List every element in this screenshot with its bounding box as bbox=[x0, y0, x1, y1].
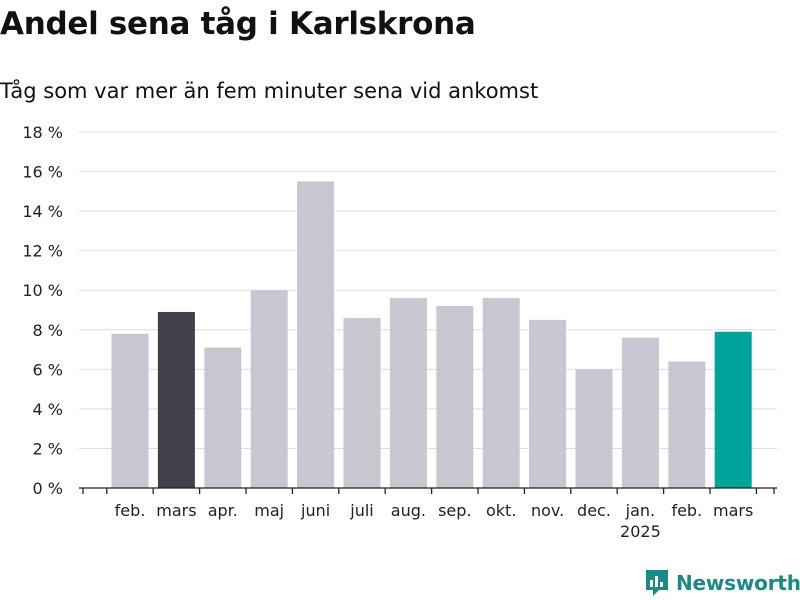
x-tick-label: okt. bbox=[486, 501, 516, 520]
bar bbox=[529, 319, 567, 488]
y-tick-label: 14 % bbox=[22, 202, 63, 221]
y-axis-ticks: 0 % 2 % 4 % 6 % 8 % 10 % 12 % 14 % 16 % 18 % bbox=[22, 123, 63, 498]
x-axis: feb. mars apr. maj juni juli aug. sep. okt. nov. d… bbox=[79, 487, 777, 541]
bar bbox=[389, 298, 427, 488]
bar bbox=[482, 298, 520, 488]
y-tick-label: 6 % bbox=[33, 360, 63, 379]
x-tick-label: mars bbox=[713, 501, 753, 520]
y-tick-label: 4 % bbox=[33, 400, 63, 419]
bar bbox=[575, 369, 613, 488]
x-tick-label: juli bbox=[349, 501, 373, 520]
y-tick-label: 2 % bbox=[33, 439, 63, 458]
x-tick-sublabel: 2025 bbox=[620, 522, 661, 541]
x-tick-label: feb. bbox=[115, 501, 146, 520]
x-tick-label: jan. bbox=[625, 501, 655, 520]
bar bbox=[436, 306, 474, 488]
x-tick-label: mars bbox=[156, 501, 196, 520]
x-tick-label: dec. bbox=[577, 501, 611, 520]
bars bbox=[111, 181, 752, 488]
bar bbox=[250, 290, 288, 488]
x-tick-label: maj bbox=[254, 501, 284, 520]
bar bbox=[204, 347, 242, 488]
newsworthy-bar-chart-icon bbox=[646, 570, 668, 596]
x-tick-label: nov. bbox=[531, 501, 564, 520]
newsworthy-logo: Newsworthy bbox=[644, 569, 800, 597]
x-tick-label: aug. bbox=[391, 501, 426, 520]
bar bbox=[157, 311, 195, 488]
y-tick-label: 0 % bbox=[33, 479, 63, 498]
x-tick-label: feb. bbox=[671, 501, 702, 520]
chart-subtitle: Tåg som var mer än fem minuter sena vid … bbox=[0, 79, 539, 103]
x-tick-label: juni bbox=[300, 501, 330, 520]
chart-title: Andel sena tåg i Karlskrona bbox=[0, 6, 476, 42]
y-tick-label: 16 % bbox=[22, 163, 63, 182]
bar bbox=[297, 181, 335, 488]
y-tick-label: 18 % bbox=[22, 123, 63, 142]
bar bbox=[714, 331, 752, 488]
bar bbox=[111, 333, 149, 488]
bar bbox=[668, 361, 706, 488]
bar bbox=[621, 337, 659, 488]
y-tick-label: 8 % bbox=[33, 321, 63, 340]
y-tick-label: 10 % bbox=[22, 281, 63, 300]
bar bbox=[343, 317, 381, 488]
x-tick-label: sep. bbox=[438, 501, 471, 520]
x-tick-label: apr. bbox=[208, 501, 238, 520]
gridlines bbox=[79, 131, 777, 449]
y-tick-label: 12 % bbox=[22, 242, 63, 261]
brand-name: Newsworthy bbox=[676, 571, 800, 595]
